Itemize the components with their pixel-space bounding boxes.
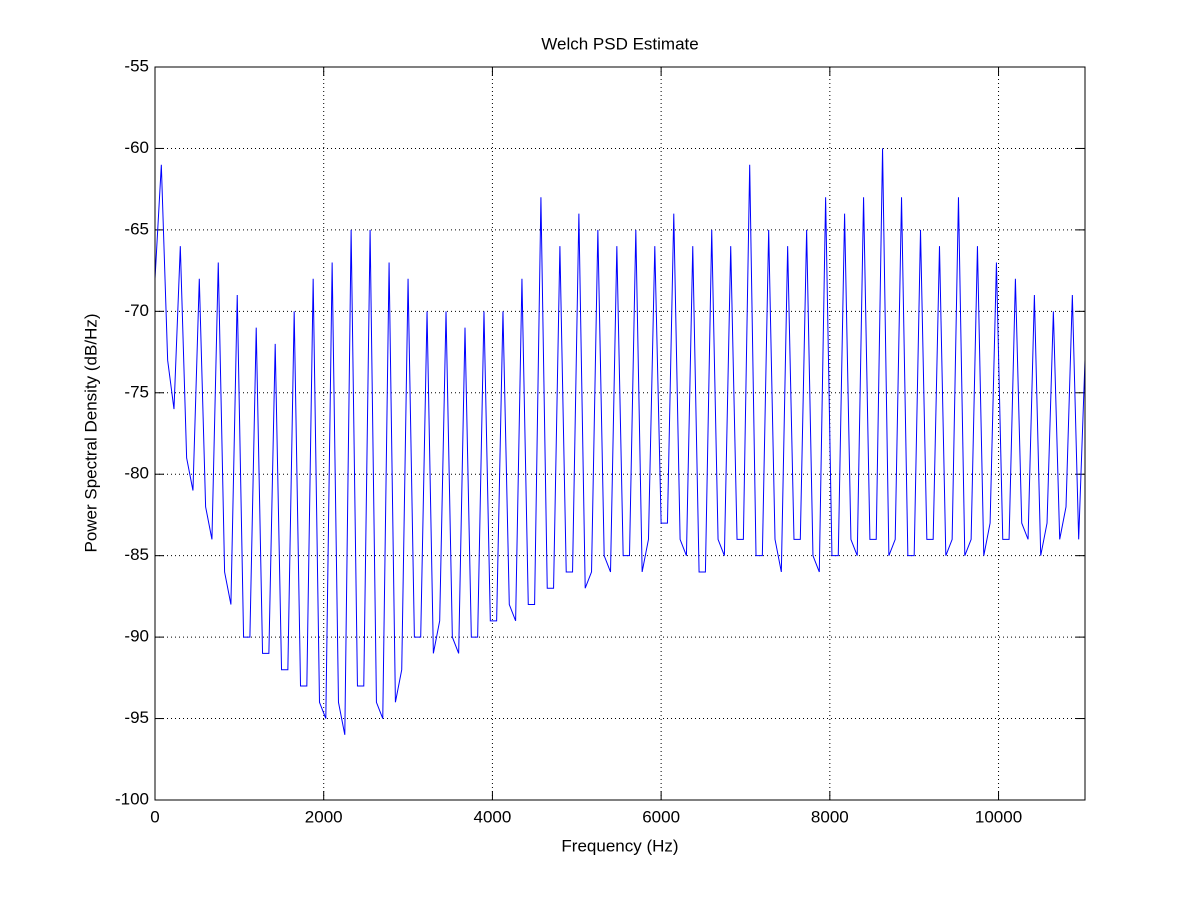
y-tick-label: -85 — [124, 545, 149, 564]
x-tick-label: 10000 — [975, 807, 1022, 826]
x-tick-label: 0 — [150, 807, 159, 826]
psd-line — [154, 148, 1086, 735]
y-tick-label: -55 — [124, 56, 149, 75]
y-tick-label: -75 — [124, 382, 149, 401]
plot-frame — [154, 66, 1086, 801]
x-tick-label: 4000 — [474, 807, 512, 826]
y-tick-label: -90 — [124, 627, 149, 646]
y-tick-label: -70 — [124, 301, 149, 320]
x-tick-label: 2000 — [305, 807, 343, 826]
chart-title: Welch PSD Estimate — [541, 34, 698, 53]
x-tick-label: 8000 — [811, 807, 849, 826]
y-tick-label: -95 — [124, 708, 149, 727]
x-axis-label: Frequency (Hz) — [561, 836, 678, 855]
y-tick-label: -100 — [115, 789, 149, 808]
y-axis-label: Power Spectral Density (dB/Hz) — [81, 313, 100, 552]
y-tick-label: -65 — [124, 219, 149, 238]
y-tick-label: -80 — [124, 464, 149, 483]
y-tick-label: -60 — [124, 138, 149, 157]
x-tick-label: 6000 — [642, 807, 680, 826]
